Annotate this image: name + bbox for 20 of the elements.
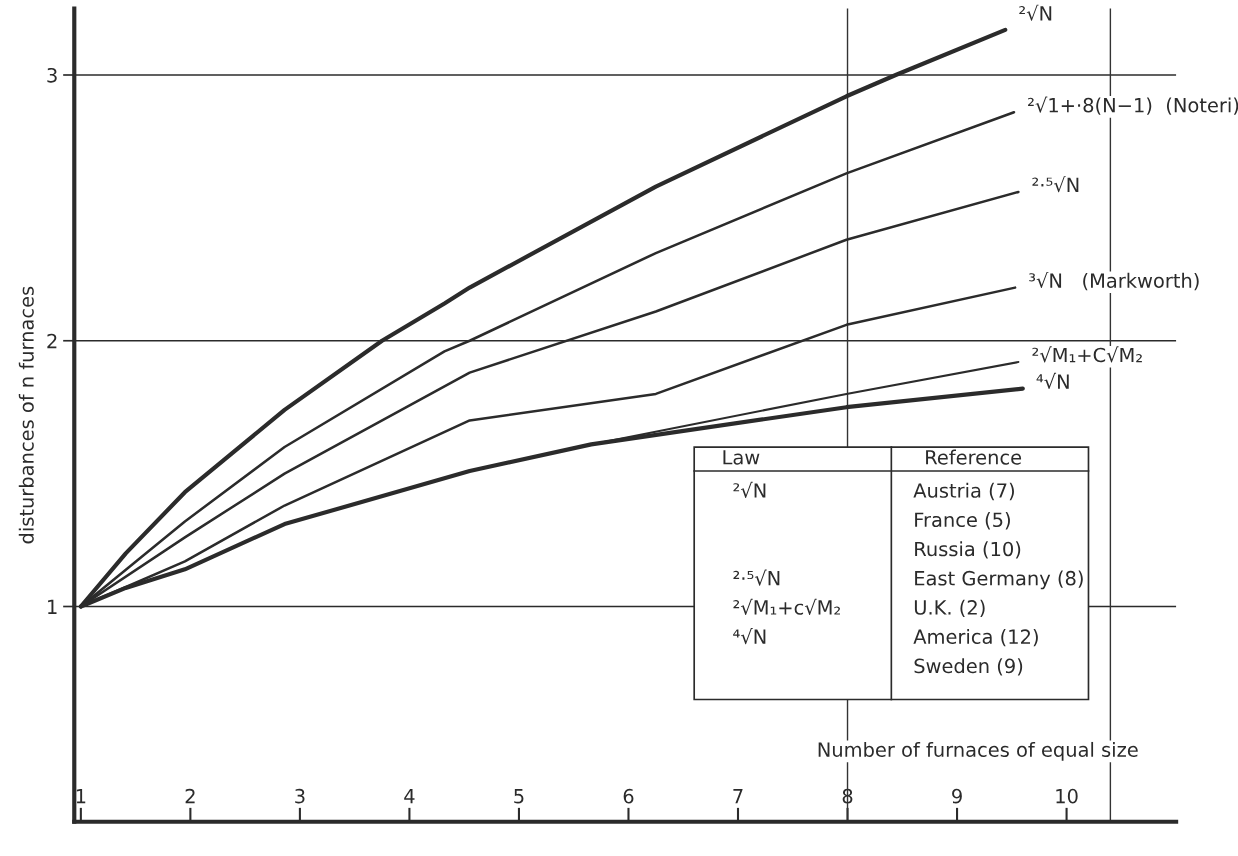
x-tick-label: 1 (76, 789, 86, 804)
series-label: ²√1+·8(N−1) (Noteri) (1028, 96, 1238, 115)
series-label: ²√N (1019, 4, 1052, 21)
x-tick-label: 7 (733, 789, 743, 804)
x-tick-label: 9 (952, 788, 962, 804)
x-tick-label: 2 (185, 788, 195, 804)
x-tick-label: 3 (295, 788, 305, 804)
y-tick-label: 3 (47, 67, 57, 83)
x-tick-label: 4 (404, 789, 415, 804)
x-tick-label: 6 (623, 788, 634, 804)
y-tick-label: 1 (48, 599, 57, 614)
x-tick-label: 5 (514, 789, 524, 804)
x-axis-title: Number of furnaces of equal size (818, 741, 1138, 761)
series-label: ⁴√N (1036, 372, 1069, 390)
y-tick-label: 2 (47, 333, 57, 349)
x-tick-label: 10 (1056, 788, 1078, 804)
series-label: ³√N (Markworth) (1029, 271, 1199, 291)
y-axis-title: disturbances of n furnaces (18, 286, 34, 544)
series-label: ²·⁵√N (1032, 176, 1079, 193)
series-label: ²√M₁+C√M₂ (1032, 346, 1142, 363)
